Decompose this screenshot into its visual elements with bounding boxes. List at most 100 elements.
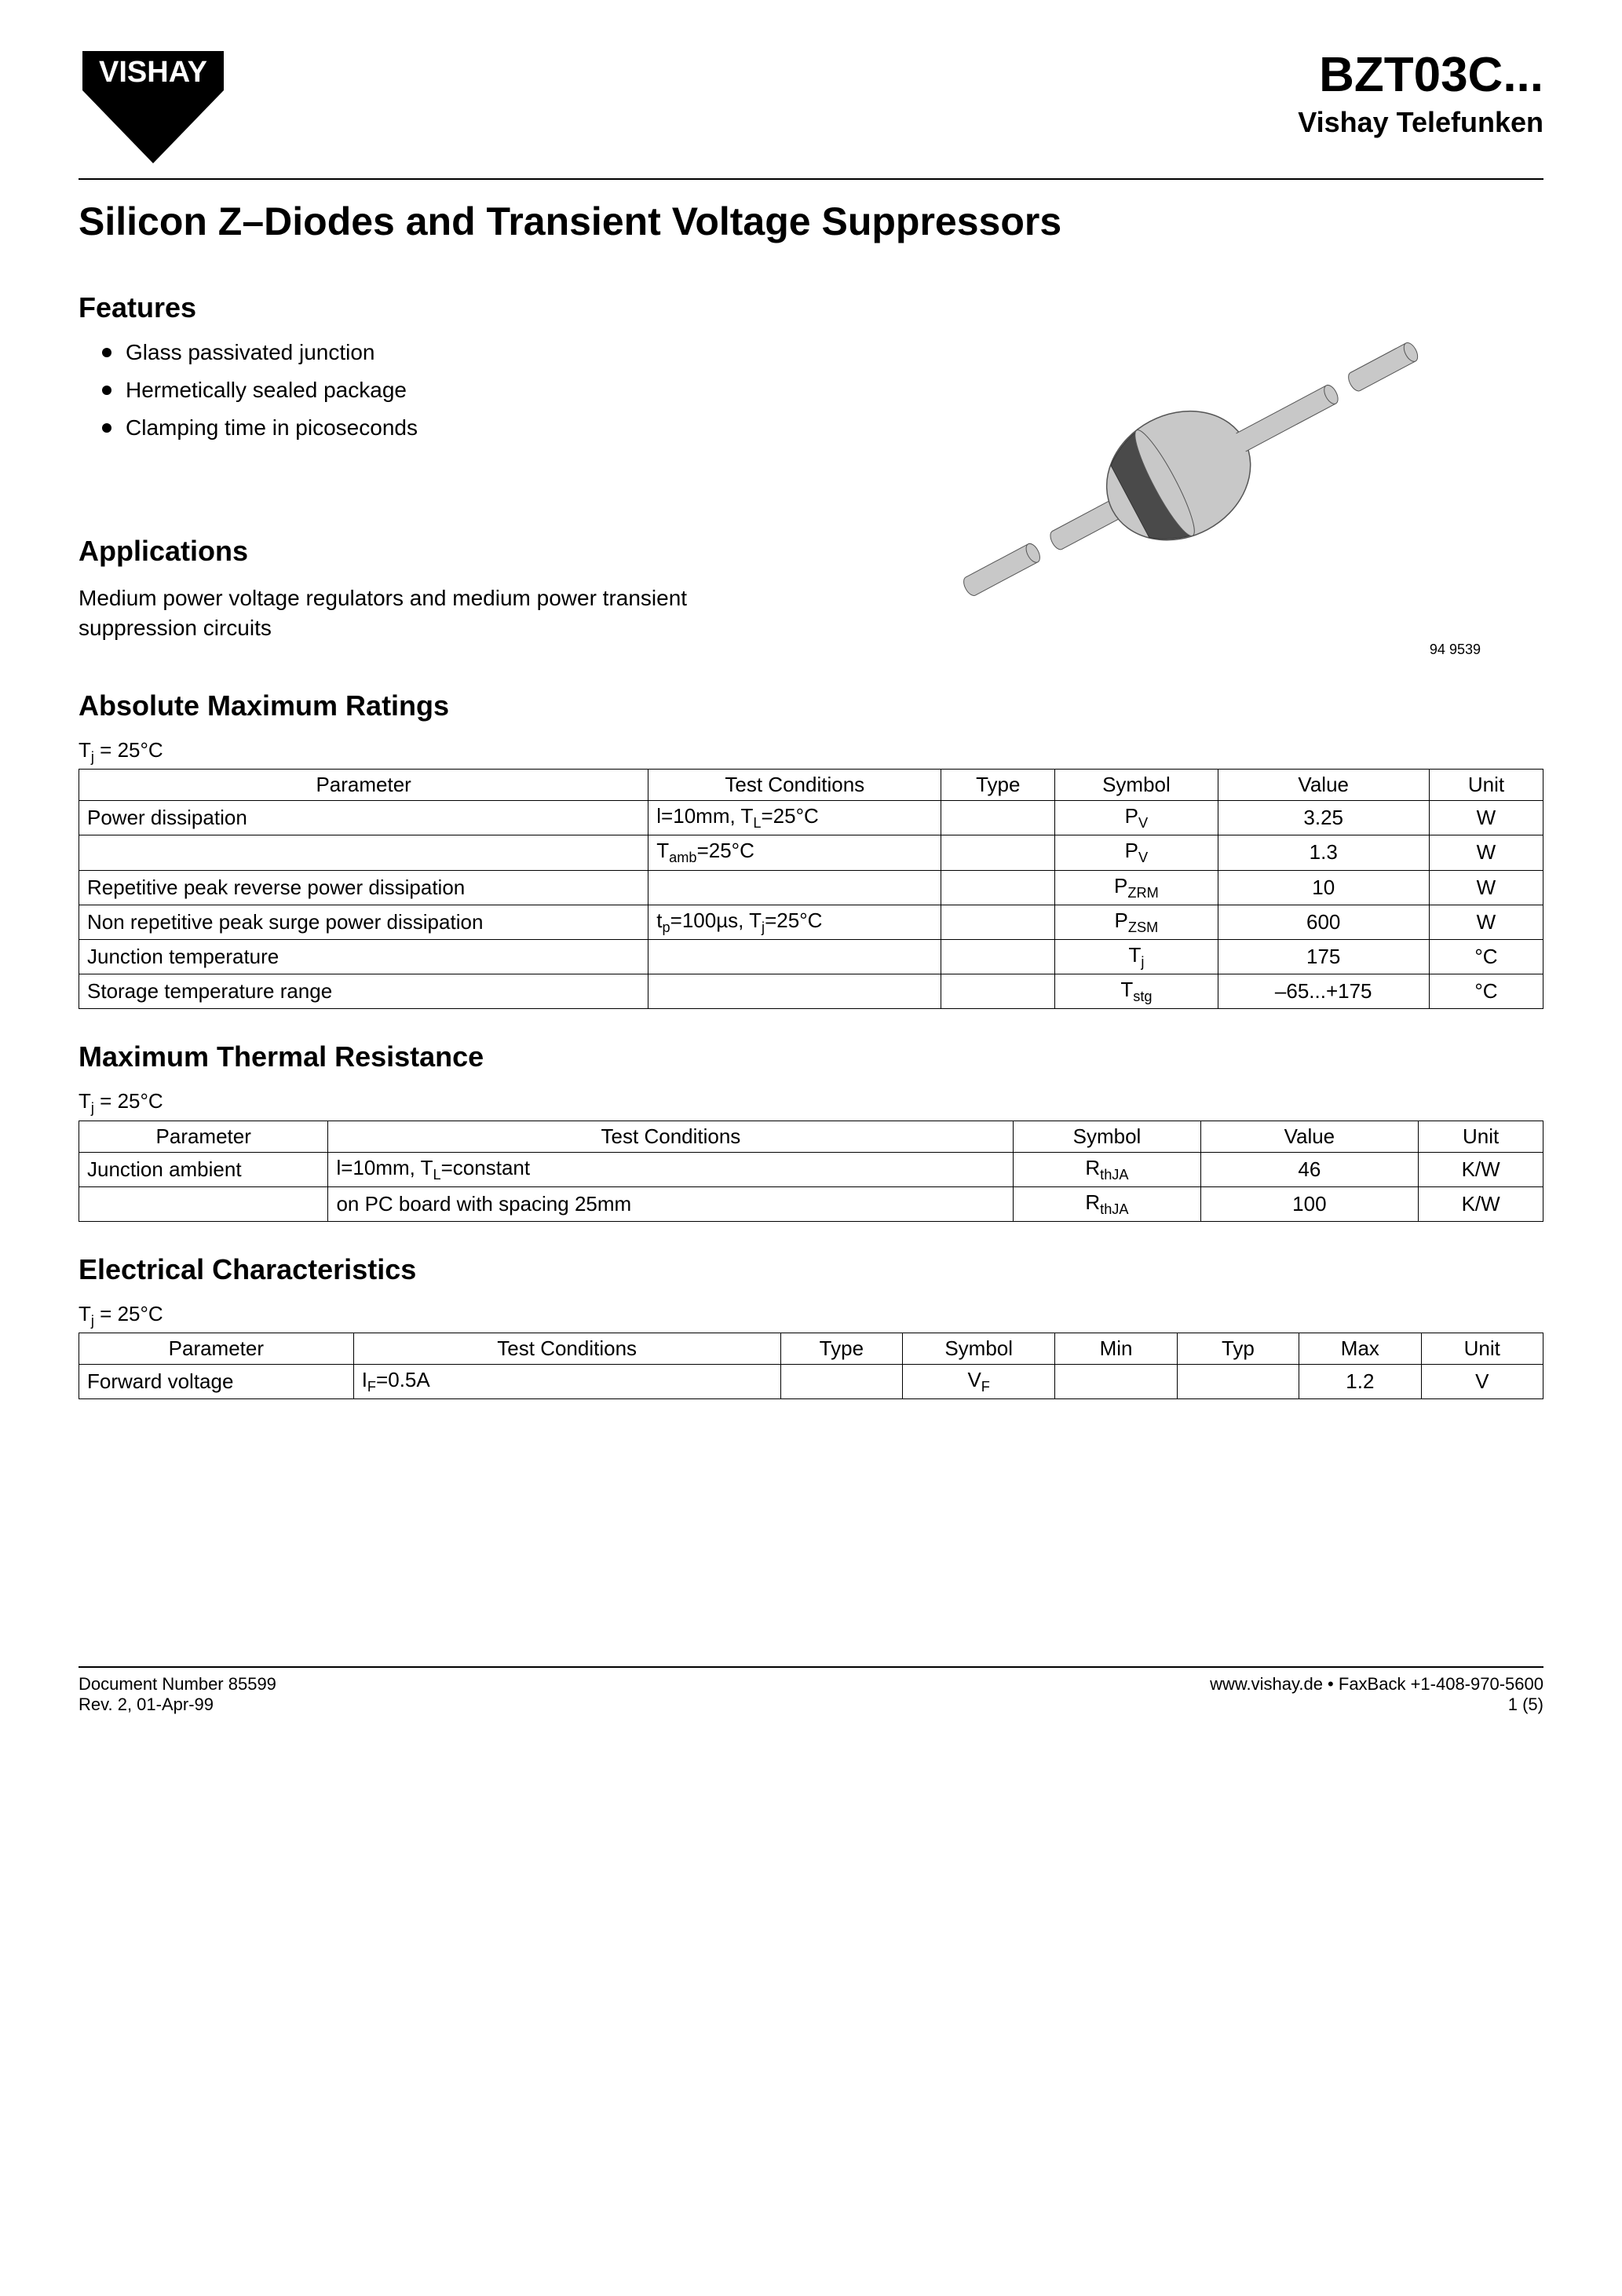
- table-row: Forward voltage IF=0.5A VF 1.2 V: [79, 1365, 1543, 1399]
- figure-caption: 94 9539: [827, 642, 1543, 658]
- applications-heading: Applications: [79, 535, 795, 568]
- applications-text: Medium power voltage regulators and medi…: [79, 583, 795, 643]
- cell-symbol: PZSM: [1055, 905, 1218, 939]
- cell-cond: tp=100µs, Tj=25°C: [648, 905, 941, 939]
- diode-illustration: [903, 307, 1468, 637]
- footer-right: www.vishay.de • FaxBack +1-408-970-5600 …: [1210, 1674, 1543, 1715]
- table-row: Power dissipation l=10mm, TL=25°C PV 3.2…: [79, 801, 1543, 835]
- cell-symbol: PV: [1055, 835, 1218, 870]
- cell-param: [79, 835, 648, 870]
- features-list: Glass passivated junction Hermetically s…: [79, 340, 795, 441]
- col-symbol: Symbol: [1055, 770, 1218, 801]
- cell-cond: l=10mm, TL=constant: [328, 1152, 1014, 1186]
- cell-type: [941, 835, 1055, 870]
- electrical-table: Parameter Test Conditions Type Symbol Mi…: [79, 1333, 1543, 1399]
- doc-number: Document Number 85599: [79, 1674, 276, 1695]
- electrical-heading: Electrical Characteristics: [79, 1253, 1543, 1286]
- cell-param: Repetitive peak reverse power dissipatio…: [79, 870, 648, 905]
- cell-cond: IF=0.5A: [353, 1365, 780, 1399]
- cell-unit: V: [1421, 1365, 1543, 1399]
- cell-param: Junction ambient: [79, 1152, 328, 1186]
- cell-unit: °C: [1429, 974, 1543, 1009]
- revision: Rev. 2, 01-Apr-99: [79, 1695, 276, 1715]
- cell-type: [941, 870, 1055, 905]
- col-unit: Unit: [1421, 1333, 1543, 1365]
- cell-symbol: PZRM: [1055, 870, 1218, 905]
- cell-unit: K/W: [1419, 1186, 1543, 1221]
- cell-type: [941, 801, 1055, 835]
- cell-value: 600: [1218, 905, 1429, 939]
- table-header-row: Parameter Test Conditions Type Symbol Mi…: [79, 1333, 1543, 1365]
- cell-cond: [648, 974, 941, 1009]
- cell-cond: [648, 939, 941, 974]
- table-row: Storage temperature range Tstg –65...+17…: [79, 974, 1543, 1009]
- cell-unit: W: [1429, 870, 1543, 905]
- cell-cond: [648, 870, 941, 905]
- col-value: Value: [1200, 1121, 1419, 1152]
- footer-url: www.vishay.de • FaxBack +1-408-970-5600: [1210, 1674, 1543, 1695]
- table-row: on PC board with spacing 25mm RthJA 100 …: [79, 1186, 1543, 1221]
- intro-columns: Features Glass passivated junction Herme…: [79, 291, 1543, 658]
- cell-value: –65...+175: [1218, 974, 1429, 1009]
- feature-item: Clamping time in picoseconds: [102, 415, 795, 441]
- cell-value: 1.3: [1218, 835, 1429, 870]
- cell-value: 100: [1200, 1186, 1419, 1221]
- table-row: Junction temperature Tj 175 °C: [79, 939, 1543, 974]
- page-footer: Document Number 85599 Rev. 2, 01-Apr-99 …: [79, 1674, 1543, 1715]
- col-conditions: Test Conditions: [648, 770, 941, 801]
- header-divider: [79, 178, 1543, 180]
- logo-text: VISHAY: [99, 56, 207, 89]
- cell-type: [941, 905, 1055, 939]
- feature-item: Hermetically sealed package: [102, 378, 795, 403]
- cell-value: 46: [1200, 1152, 1419, 1186]
- abs-max-heading: Absolute Maximum Ratings: [79, 689, 1543, 722]
- cell-unit: °C: [1429, 939, 1543, 974]
- col-unit: Unit: [1419, 1121, 1543, 1152]
- col-min: Min: [1055, 1333, 1177, 1365]
- brand-line: Vishay Telefunken: [1298, 106, 1543, 139]
- cell-param: [79, 1186, 328, 1221]
- header-right: BZT03C... Vishay Telefunken: [1298, 47, 1543, 139]
- table-row: Tamb=25°C PV 1.3 W: [79, 835, 1543, 870]
- cell-max: 1.2: [1299, 1365, 1421, 1399]
- main-title: Silicon Z–Diodes and Transient Voltage S…: [79, 199, 1543, 244]
- cell-unit: K/W: [1419, 1152, 1543, 1186]
- thermal-temp-note: Tj = 25°C: [79, 1089, 1543, 1117]
- cell-cond: l=10mm, TL=25°C: [648, 801, 941, 835]
- thermal-heading: Maximum Thermal Resistance: [79, 1040, 1543, 1073]
- page-header: VISHAY BZT03C... Vishay Telefunken: [79, 47, 1543, 170]
- cell-type: [780, 1365, 902, 1399]
- cell-param: Power dissipation: [79, 801, 648, 835]
- cell-param: Forward voltage: [79, 1365, 354, 1399]
- cell-type: [941, 974, 1055, 1009]
- cell-unit: W: [1429, 905, 1543, 939]
- abs-max-temp-note: Tj = 25°C: [79, 738, 1543, 766]
- cell-symbol: Tj: [1055, 939, 1218, 974]
- cell-symbol: VF: [903, 1365, 1055, 1399]
- col-max: Max: [1299, 1333, 1421, 1365]
- col-parameter: Parameter: [79, 1333, 354, 1365]
- footer-left: Document Number 85599 Rev. 2, 01-Apr-99: [79, 1674, 276, 1715]
- cell-value: 3.25: [1218, 801, 1429, 835]
- electrical-temp-note: Tj = 25°C: [79, 1302, 1543, 1329]
- cell-cond: on PC board with spacing 25mm: [328, 1186, 1014, 1221]
- vishay-logo: VISHAY: [79, 47, 228, 170]
- cell-symbol: Tstg: [1055, 974, 1218, 1009]
- col-parameter: Parameter: [79, 1121, 328, 1152]
- features-heading: Features: [79, 291, 795, 324]
- cell-symbol: RthJA: [1014, 1152, 1200, 1186]
- cell-type: [941, 939, 1055, 974]
- cell-unit: W: [1429, 801, 1543, 835]
- col-typ: Typ: [1177, 1333, 1299, 1365]
- part-number: BZT03C...: [1298, 47, 1543, 103]
- page-number: 1 (5): [1210, 1695, 1543, 1715]
- thermal-table: Parameter Test Conditions Symbol Value U…: [79, 1121, 1543, 1222]
- col-parameter: Parameter: [79, 770, 648, 801]
- cell-unit: W: [1429, 835, 1543, 870]
- col-conditions: Test Conditions: [328, 1121, 1014, 1152]
- table-row: Non repetitive peak surge power dissipat…: [79, 905, 1543, 939]
- cell-typ: [1177, 1365, 1299, 1399]
- col-type: Type: [780, 1333, 902, 1365]
- cell-param: Non repetitive peak surge power dissipat…: [79, 905, 648, 939]
- cell-cond: Tamb=25°C: [648, 835, 941, 870]
